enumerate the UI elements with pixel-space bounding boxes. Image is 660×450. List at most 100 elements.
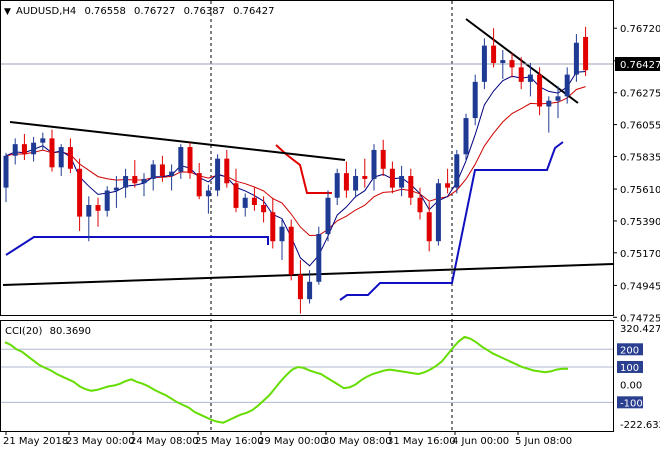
price-tick-label: 0.75170 — [620, 249, 660, 260]
candle-body — [408, 176, 414, 198]
cci-tick-label: 200 — [620, 345, 639, 356]
candle-body — [40, 138, 46, 143]
current-price-label: 0.76427 — [620, 60, 660, 71]
svg-text:CCI(20) 80.3690: CCI(20) 80.3690 — [5, 326, 91, 337]
candle-body — [343, 173, 349, 191]
candle-body — [169, 171, 175, 177]
candle-body — [435, 183, 441, 242]
open-value: 0.76558 — [84, 6, 125, 17]
candle-body — [113, 187, 119, 191]
time-tick-label: 31 May 16:00 — [387, 436, 456, 447]
collapse-arrow-icon[interactable]: ▼ — [4, 7, 11, 17]
time-tick-label: 4 Jun 00:00 — [452, 436, 509, 447]
candle-body — [334, 173, 340, 198]
candle-body — [233, 183, 239, 208]
candle-body — [205, 190, 211, 197]
candle-body — [491, 45, 497, 64]
cci-level-tag — [617, 360, 643, 373]
candle-body — [3, 155, 9, 188]
chart-header: ▼ AUDUSD,H4 0.76558 0.76727 0.76387 0.76… — [4, 6, 274, 17]
candle-body — [21, 144, 27, 155]
cci-name: CCI(20) — [5, 326, 43, 337]
candle-body — [463, 118, 469, 155]
cci-level-tag — [617, 343, 643, 356]
cci-axis: 320.4271 200 100 0.00 -100 -222.6327 — [617, 324, 660, 431]
candle-body — [12, 144, 18, 156]
cci-tick-label: 100 — [620, 363, 639, 374]
time-tick-label: 21 May 2018 — [3, 436, 68, 447]
cci-level-tag — [617, 396, 643, 409]
candle-body — [573, 42, 579, 75]
candle-body — [279, 226, 285, 242]
high-value: 0.76727 — [134, 6, 175, 17]
cci-panel[interactable] — [0, 320, 614, 432]
candle-body — [481, 45, 487, 82]
candle-body — [58, 147, 64, 168]
candle-body — [371, 149, 377, 179]
candle-body — [270, 212, 276, 242]
candle-body — [500, 60, 506, 64]
trailing-stop-lines — [5, 141, 564, 301]
candle-body — [325, 197, 331, 234]
candle-body — [261, 204, 267, 213]
fast-moving-average — [5, 71, 586, 267]
symbol-timeframe: AUDUSD,H4 — [16, 6, 76, 17]
candle-body — [77, 168, 83, 217]
candle-body — [242, 197, 248, 208]
cci-tick-label: 0.00 — [620, 381, 642, 392]
candle-body — [132, 176, 138, 184]
candle-body — [417, 197, 423, 213]
time-tick-label: 23 May 00:00 — [66, 436, 135, 447]
candle-body — [399, 176, 405, 188]
candle-body — [426, 212, 432, 242]
price-tick-label: 0.76720 — [620, 24, 660, 35]
candle-body — [95, 204, 101, 211]
cci-tick-label: 320.4271 — [620, 324, 660, 335]
candle-body — [518, 67, 524, 82]
candle-body — [555, 96, 561, 101]
price-tick-label: 0.76055 — [620, 121, 660, 132]
candle-body — [86, 204, 92, 217]
candle-body — [307, 281, 313, 300]
candle-body — [31, 142, 37, 155]
candle-body — [445, 183, 451, 188]
candle-body — [380, 149, 386, 169]
candle-body — [297, 274, 303, 300]
candle-body — [389, 168, 395, 188]
trendline-support[interactable] — [2, 263, 614, 286]
candle-body — [141, 178, 147, 184]
cci-levels — [1, 348, 613, 403]
candle-body — [288, 226, 294, 275]
low-value: 0.76387 — [184, 6, 225, 17]
price-tick-label: 0.74945 — [620, 281, 660, 292]
candles — [3, 26, 589, 314]
price-tick-label: 0.76275 — [620, 89, 660, 100]
candle-body — [472, 81, 478, 119]
candle-body — [67, 147, 73, 169]
candle-body — [316, 233, 322, 282]
cci-line — [4, 335, 568, 424]
trendline-falling[interactable] — [465, 18, 579, 104]
candle-body — [159, 164, 165, 177]
candle-body — [150, 164, 156, 179]
time-tick-label: 25 May 16:00 — [195, 436, 264, 447]
candle-body — [178, 147, 184, 172]
candle-body — [196, 173, 202, 197]
trendline-upper[interactable] — [9, 121, 346, 161]
main-chart-panel[interactable] — [0, 0, 614, 316]
stop-line-blue — [339, 141, 564, 301]
candle-body — [353, 176, 359, 191]
candle-body — [49, 138, 55, 168]
stop-line-red — [275, 144, 332, 194]
cci-tick-label: -100 — [620, 398, 643, 409]
candle-body — [187, 147, 193, 174]
time-tick-label: 29 May 00:00 — [258, 436, 327, 447]
candle-body — [546, 100, 552, 107]
candle-body — [527, 74, 533, 82]
candle-body — [224, 158, 230, 184]
cci-tick-label: -222.6327 — [620, 420, 660, 431]
price-tick-label: 0.75835 — [620, 152, 660, 163]
time-tick-label: 5 Jun 08:00 — [515, 436, 572, 447]
candle-body — [509, 60, 515, 68]
